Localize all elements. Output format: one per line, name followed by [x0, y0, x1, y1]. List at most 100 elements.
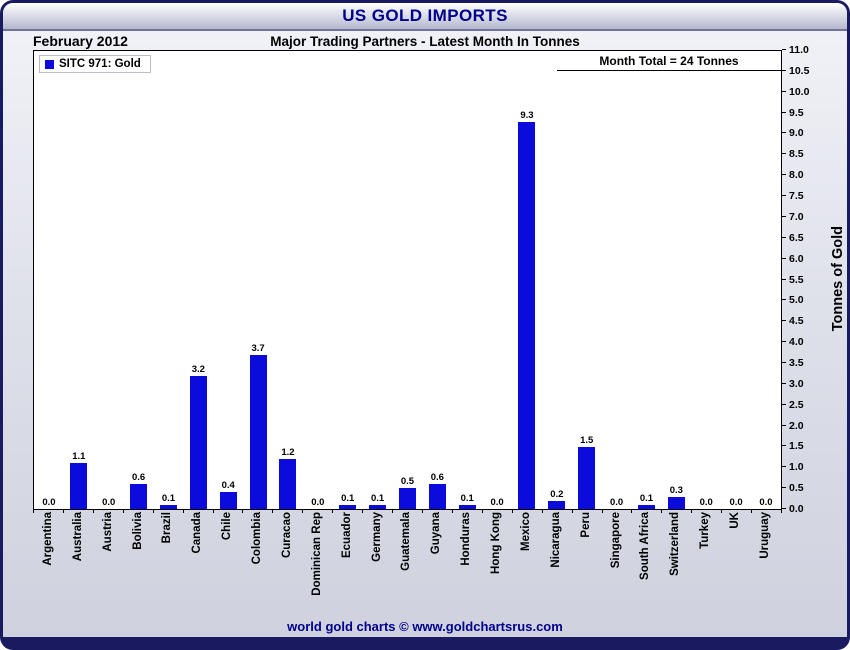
- x-axis-label-mexico: Mexico: [511, 512, 541, 614]
- bar: [428, 484, 446, 509]
- x-axis-label-text: Brazil: [161, 512, 174, 544]
- bar-group-south-africa: 0.1: [632, 51, 662, 509]
- bar-group-curacao: 1.2: [273, 51, 303, 509]
- bar-group-dominican-rep: 0.0: [303, 51, 333, 509]
- x-axis-label-curacao: Curacao: [272, 512, 302, 614]
- bar: [219, 492, 237, 509]
- month-total-annotation: Month Total = 24 Tonnes: [557, 51, 781, 71]
- y-tick: [782, 487, 786, 489]
- x-axis-label-dominican-rep: Dominican Rep: [302, 512, 332, 614]
- y-tick-label: 2.5: [789, 398, 804, 411]
- y-tick-label: 4.0: [789, 336, 804, 349]
- y-tick-label: 9.5: [789, 106, 804, 119]
- x-axis-label-brazil: Brazil: [153, 512, 183, 614]
- y-tick-label: 5.5: [789, 273, 804, 286]
- y-tick-label: 6.5: [789, 231, 804, 244]
- x-axis-label-text: Guyana: [430, 512, 443, 555]
- footer-credit[interactable]: world gold charts © www.goldchartsrus.co…: [287, 619, 563, 634]
- bar-value-label: 0.0: [42, 497, 56, 508]
- y-tick-label: 4.5: [789, 315, 804, 328]
- bar-value-label: 0.0: [609, 497, 624, 508]
- x-axis-label-text: Chile: [221, 512, 234, 541]
- bar-value-label: 0.5: [400, 476, 415, 488]
- bar-value-label: 0.6: [131, 472, 146, 484]
- x-axis-label-text: Mexico: [519, 512, 532, 551]
- y-tick: [782, 257, 786, 259]
- bar-value-label: 0.1: [370, 492, 385, 504]
- x-axis-label-text: Uruguay: [758, 512, 771, 559]
- x-tick: [513, 509, 543, 513]
- x-tick: [273, 509, 304, 513]
- bar: [159, 504, 177, 509]
- bar-value-label: 0.3: [669, 484, 683, 496]
- x-tick: [124, 509, 154, 513]
- x-axis-label-chile: Chile: [212, 512, 242, 614]
- x-axis-label-text: Turkey: [699, 512, 712, 549]
- y-axis-title: Tonnes of Gold: [830, 226, 846, 332]
- x-tick: [333, 509, 364, 513]
- legend-label: SITC 971: Gold: [59, 58, 141, 70]
- y-tick-label: 1.0: [789, 461, 804, 474]
- x-axis-label-guatemala: Guatemala: [392, 512, 422, 614]
- x-axis-label-switzerland: Switzerland: [660, 512, 690, 614]
- y-tick-label: 10.0: [789, 85, 810, 98]
- report-month-label: February 2012: [33, 33, 128, 49]
- y-tick: [782, 508, 786, 509]
- x-axis-label-argentina: Argentina: [33, 512, 63, 614]
- x-axis-label-text: Argentina: [41, 512, 54, 566]
- x-axis-ticks: [33, 509, 783, 513]
- bar-value-label: 0.0: [699, 497, 713, 508]
- bar-group-canada: 3.2: [183, 51, 213, 509]
- y-tick: [782, 341, 786, 343]
- x-tick: [722, 509, 753, 513]
- x-axis-label-austria: Austria: [93, 512, 123, 614]
- x-tick: [94, 509, 124, 513]
- y-tick: [782, 90, 786, 92]
- bar-group-mexico: 9.3: [512, 51, 542, 509]
- y-tick: [782, 132, 786, 134]
- y-tick-label: 0.5: [789, 482, 804, 495]
- bar-group-colombia: 3.7: [243, 51, 273, 509]
- x-tick: [483, 509, 513, 513]
- bar-value-label: 0.6: [430, 472, 444, 484]
- bar-value-label: 0.0: [729, 497, 743, 508]
- bar-value-label: 0.0: [759, 497, 773, 508]
- y-tick: [782, 403, 786, 405]
- bar: [189, 375, 207, 509]
- x-tick: [154, 509, 184, 513]
- x-axis-label-colombia: Colombia: [242, 512, 272, 614]
- y-tick-label: 3.5: [789, 356, 804, 369]
- x-tick: [184, 509, 214, 513]
- y-tick: [782, 174, 786, 176]
- y-tick-label: 2.0: [789, 419, 804, 432]
- bar-group-turkey: 0.0: [691, 51, 721, 509]
- x-tick: [243, 509, 274, 513]
- y-tick-label: 0.0: [789, 503, 804, 515]
- x-tick: [33, 509, 64, 513]
- y-tick-label: 8.0: [789, 169, 804, 182]
- y-tick-label: 6.0: [789, 252, 804, 265]
- y-tick-label: 11.0: [789, 44, 809, 56]
- x-axis-label-text: Peru: [579, 512, 592, 538]
- x-axis-label-text: Curacao: [280, 512, 293, 559]
- bar-value-label: 0.1: [639, 492, 654, 504]
- y-tick-label: 8.5: [789, 148, 804, 161]
- bar-group-ecuador: 0.1: [333, 51, 363, 509]
- bar-group-bolivia: 0.6: [124, 51, 154, 509]
- x-axis-label-text: Australia: [71, 512, 84, 562]
- bar-group-nicaragua: 0.2: [542, 51, 572, 509]
- y-tick: [782, 320, 786, 322]
- x-axis-label-peru: Peru: [571, 512, 601, 614]
- y-tick: [782, 424, 786, 426]
- x-axis-label-nicaragua: Nicaragua: [541, 512, 571, 614]
- x-axis-label-south-africa: South Africa: [631, 512, 661, 614]
- x-axis-label-uruguay: Uruguay: [750, 512, 780, 614]
- bar-value-label: 0.1: [460, 492, 474, 504]
- bar: [369, 504, 387, 509]
- x-axis-label-germany: Germany: [362, 512, 392, 614]
- subheader: February 2012 Major Trading Partners - L…: [3, 33, 847, 50]
- bar: [70, 463, 88, 509]
- bar: [249, 354, 267, 509]
- x-axis-label-australia: Australia: [63, 512, 93, 614]
